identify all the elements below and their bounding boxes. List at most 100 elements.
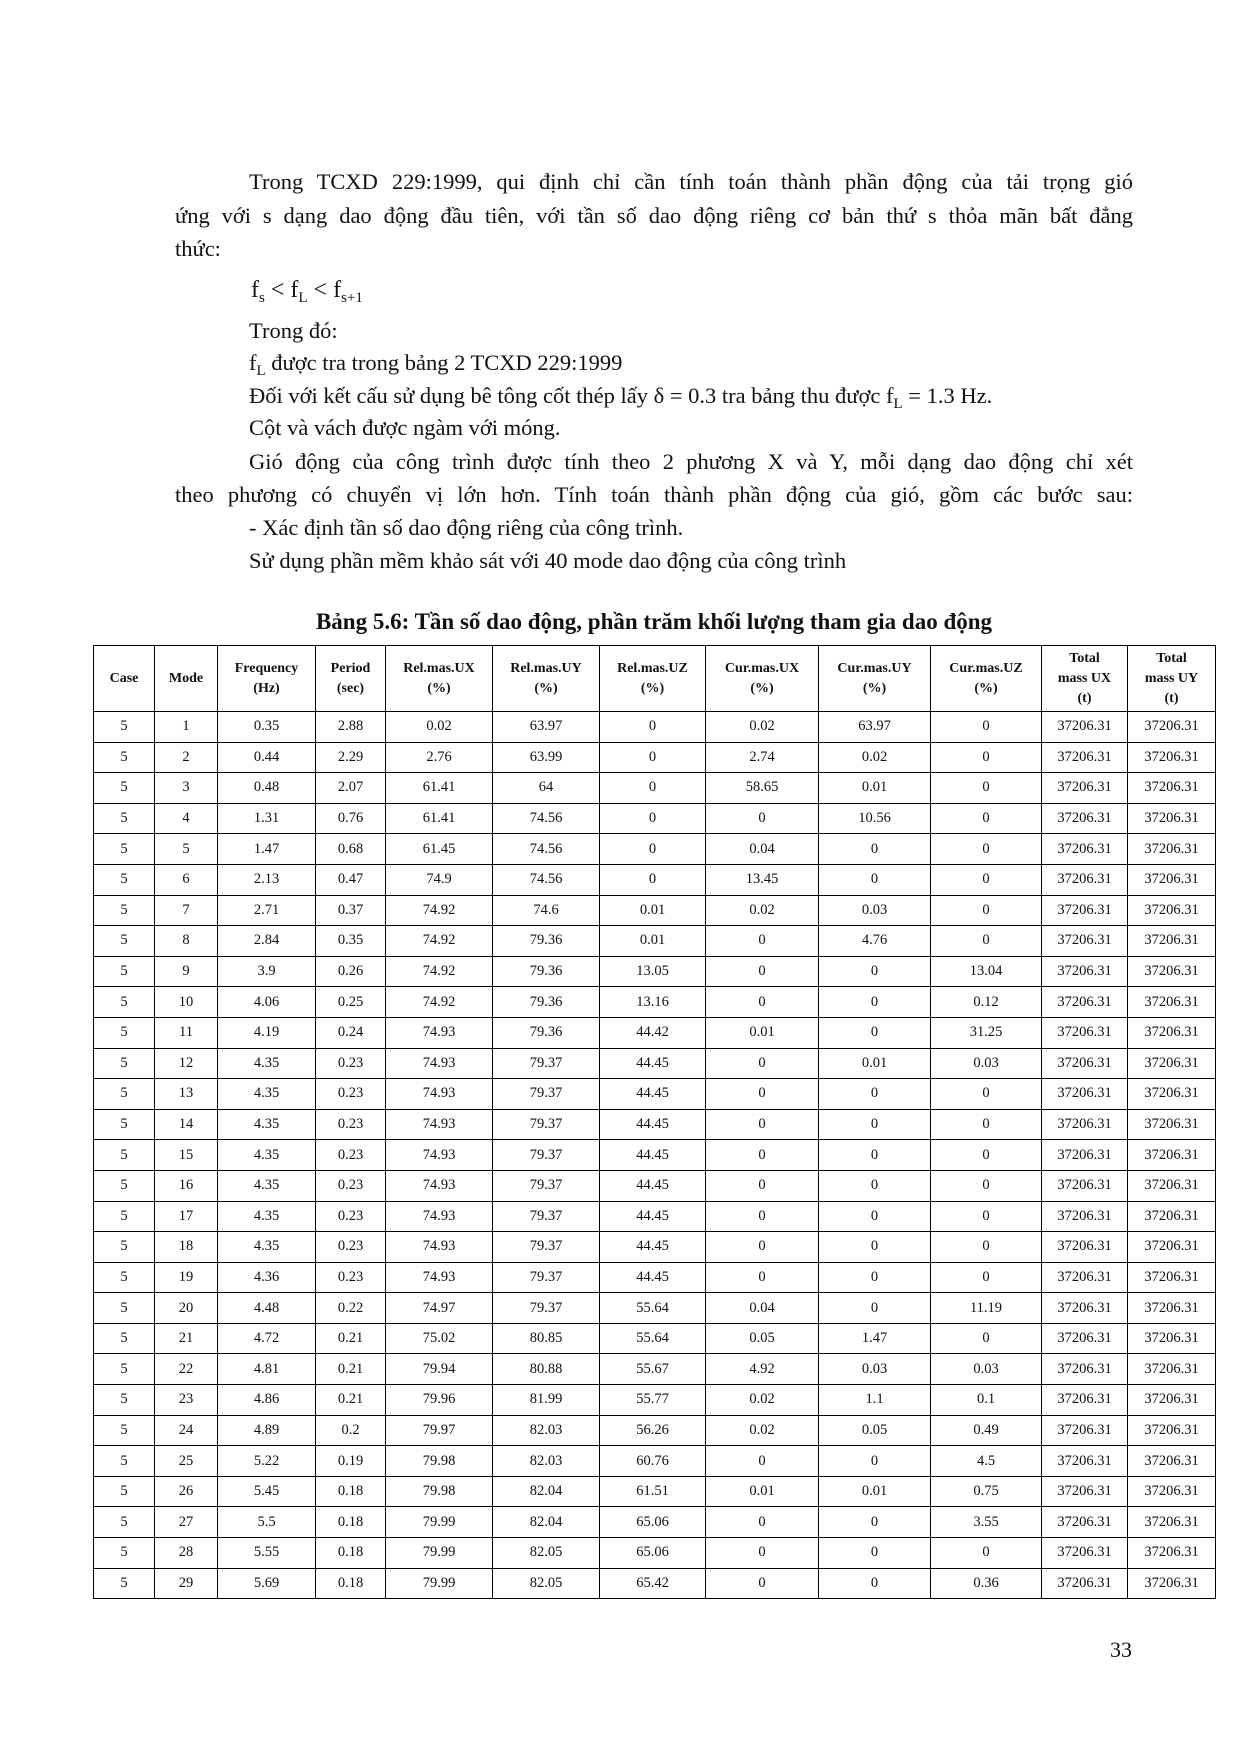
table-cell: 0	[705, 1537, 819, 1569]
table-cell: 24	[154, 1414, 218, 1447]
table-cell: 74.92	[385, 955, 493, 988]
table-cell: 10.56	[818, 802, 931, 835]
paragraph-line: Sử dụng phần mềm khảo sát với 40 mode da…	[249, 548, 847, 573]
table-row: 5 23 4.86 0.21 79.96 81.99 55.77 0.02 1.1 0.1 3720…	[93, 1384, 1216, 1416]
table-cell: 37206.31	[1041, 1108, 1128, 1141]
table-cell: 1.47	[818, 1322, 931, 1355]
column-header-line: (%)	[974, 680, 998, 696]
table-cell: 37206.31	[1041, 833, 1128, 865]
table-cell: 0.01	[818, 1475, 931, 1508]
table-cell: 7	[154, 894, 218, 927]
table-cell: 0.01	[599, 925, 706, 957]
frequency-table: Case Mode Frequency (Hz) Period (sec) Rel.mas.…	[93, 645, 1216, 1600]
column-header-line: (%)	[750, 680, 774, 696]
column-header: Frequency (Hz)	[217, 645, 316, 712]
table-cell: 0.23	[315, 1200, 386, 1233]
table-cell: 0.23	[315, 1078, 386, 1110]
table-cell: 79.97	[385, 1414, 493, 1447]
table-cell: 4.36	[217, 1261, 316, 1294]
table-cell: 37206.31	[1041, 1047, 1128, 1080]
table-cell: 61.41	[385, 802, 493, 835]
table-cell: 3.9	[217, 955, 316, 988]
table-cell: 0	[930, 772, 1042, 804]
paragraph-line: Trong TCXD 229:1999, qui định chỉ cần tí…	[249, 169, 1133, 194]
table-cell: 0.02	[705, 711, 819, 743]
table-cell: 18	[154, 1231, 218, 1263]
table-cell: 0	[818, 1231, 931, 1263]
table-cell: 0	[818, 863, 931, 896]
table-cell: 28	[154, 1537, 218, 1569]
table-cell: 74.56	[492, 833, 600, 865]
column-header-line: (%)	[427, 680, 451, 696]
table-cell: 0	[599, 711, 706, 743]
table-cell: 2.29	[315, 741, 386, 774]
formula: fs < fL < fs+1	[251, 277, 363, 306]
table-cell: 37206.31	[1041, 741, 1128, 774]
table-cell: 25	[154, 1445, 218, 1477]
table-cell: 4.5	[930, 1445, 1042, 1477]
table-cell: 0	[705, 1108, 819, 1141]
table-cell: 0.37	[315, 894, 386, 927]
table-row: 5 15 4.35 0.23 74.93 79.37 44.45 0 0 0 37206.31 372…	[93, 1139, 1216, 1171]
column-header-line: (%)	[534, 680, 558, 696]
table-cell: 61.51	[599, 1475, 706, 1508]
table-cell: 0	[705, 1231, 819, 1263]
table-cell: 74.56	[492, 802, 600, 835]
table-cell: 61.41	[385, 772, 493, 804]
table-cell: 37206.31	[1127, 1567, 1216, 1600]
table-cell: 37206.31	[1041, 772, 1128, 804]
table-cell: 20	[154, 1292, 218, 1324]
table-cell: 1.1	[818, 1384, 931, 1416]
table-cell: 9	[154, 955, 218, 988]
table-cell: 82.03	[492, 1445, 600, 1477]
column-header-line: Frequency	[234, 660, 299, 676]
table-cell: 5	[93, 1139, 155, 1171]
table-cell: 74.6	[492, 894, 600, 927]
table-cell: 80.88	[492, 1353, 600, 1386]
table-cell: 4.72	[217, 1322, 316, 1355]
table-cell: 0.76	[315, 802, 386, 835]
table-cell: 16	[154, 1169, 218, 1202]
table-cell: 0.18	[315, 1506, 386, 1539]
table-cell: 82.04	[492, 1475, 600, 1508]
table-cell: 0.24	[315, 1016, 386, 1049]
table-cell: 82.03	[492, 1414, 600, 1447]
table-cell: 0.21	[315, 1353, 386, 1386]
table-row: 5 5 1.47 0.68 61.45 74.56 0 0.04 0 0 37206.31 37206…	[93, 833, 1216, 865]
table-cell: 13.45	[705, 863, 819, 896]
table-cell: 5	[93, 1231, 155, 1263]
table-cell: 0.05	[818, 1414, 931, 1447]
table-cell: 2.71	[217, 894, 316, 927]
table-cell: 0	[930, 1261, 1042, 1294]
table-cell: 5	[93, 833, 155, 865]
table-cell: 74.93	[385, 1169, 493, 1202]
column-header: Cur.mas.UZ (%)	[930, 645, 1042, 712]
table-cell: 0	[705, 1139, 819, 1171]
table-cell: 0	[818, 1261, 931, 1294]
table-cell: 37206.31	[1127, 1384, 1216, 1416]
table-cell: 37206.31	[1127, 741, 1216, 774]
paragraph-line: Cột và vách được ngàm với móng.	[249, 415, 561, 440]
table-cell: 37206.31	[1127, 1231, 1216, 1263]
table-cell: 0.49	[930, 1414, 1042, 1447]
table-cell: 37206.31	[1041, 802, 1128, 835]
table-row: 5 12 4.35 0.23 74.93 79.37 44.45 0 0.01 0.03 37206…	[93, 1047, 1216, 1080]
table-row: 5 16 4.35 0.23 74.93 79.37 44.45 0 0 0 37206.31 372…	[93, 1169, 1216, 1202]
table-cell: 79.99	[385, 1567, 493, 1600]
table-cell: 79.37	[492, 1231, 600, 1263]
table-cell: 0	[705, 1261, 819, 1294]
table-cell: 44.45	[599, 1078, 706, 1110]
table-cell: 0	[599, 772, 706, 804]
table-cell: 21	[154, 1322, 218, 1355]
table-cell: 82.04	[492, 1506, 600, 1539]
column-header: Cur.mas.UX (%)	[705, 645, 819, 712]
table-cell: 74.92	[385, 894, 493, 927]
column-header-line: mass UY	[1144, 670, 1199, 686]
table-row: 5 7 2.71 0.37 74.92 74.6 0.01 0.02 0.03 0 37206.31…	[93, 894, 1216, 927]
table-cell: 74.93	[385, 1200, 493, 1233]
table-row: 5 3 0.48 2.07 61.41 64 0 58.65 0.01 0 37206.31 3720…	[93, 772, 1216, 804]
table-cell: 8	[154, 925, 218, 957]
table-row: 5 21 4.72 0.21 75.02 80.85 55.64 0.05 1.47 0 37206…	[93, 1322, 1216, 1355]
table-cell: 0.23	[315, 1231, 386, 1263]
table-cell: 5	[93, 1322, 155, 1355]
